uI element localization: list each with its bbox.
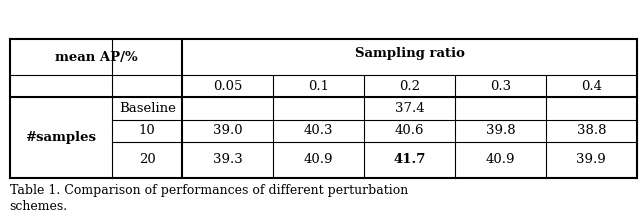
Text: 40.6: 40.6	[395, 124, 424, 137]
Text: 38.8: 38.8	[577, 124, 606, 137]
Text: 0.05: 0.05	[213, 80, 243, 93]
Text: 0.1: 0.1	[308, 80, 329, 93]
Text: Sampling ratio: Sampling ratio	[355, 47, 465, 60]
Text: #samples: #samples	[26, 131, 96, 144]
Text: 0.3: 0.3	[490, 80, 511, 93]
Text: mean AP/%: mean AP/%	[54, 51, 138, 64]
Text: Baseline: Baseline	[119, 102, 175, 115]
Text: 40.9: 40.9	[304, 153, 333, 166]
Text: 0.4: 0.4	[581, 80, 602, 93]
Text: 39.8: 39.8	[486, 124, 515, 137]
Text: 20: 20	[139, 153, 156, 166]
Text: 0.2: 0.2	[399, 80, 420, 93]
Text: Table 1. Comparison of performances of different perturbation: Table 1. Comparison of performances of d…	[10, 184, 408, 197]
Text: 40.3: 40.3	[304, 124, 333, 137]
Text: 39.0: 39.0	[213, 124, 243, 137]
Text: 40.9: 40.9	[486, 153, 515, 166]
Text: 41.7: 41.7	[394, 153, 426, 166]
Text: 37.4: 37.4	[395, 102, 424, 115]
Text: 39.3: 39.3	[213, 153, 243, 166]
Text: 10: 10	[139, 124, 156, 137]
Text: 39.9: 39.9	[577, 153, 606, 166]
Text: schemes.: schemes.	[10, 200, 68, 213]
